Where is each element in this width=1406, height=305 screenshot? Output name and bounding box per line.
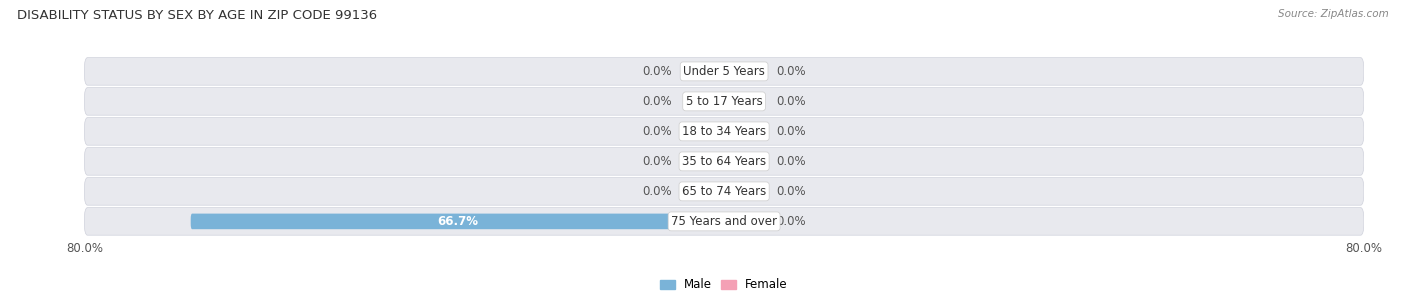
Text: 75 Years and over: 75 Years and over <box>671 215 778 228</box>
Text: 0.0%: 0.0% <box>643 95 672 108</box>
Text: 5 to 17 Years: 5 to 17 Years <box>686 95 762 108</box>
FancyBboxPatch shape <box>685 124 724 139</box>
Text: 0.0%: 0.0% <box>643 185 672 198</box>
FancyBboxPatch shape <box>84 88 1364 115</box>
Text: 0.0%: 0.0% <box>776 125 806 138</box>
FancyBboxPatch shape <box>724 124 763 139</box>
Text: DISABILITY STATUS BY SEX BY AGE IN ZIP CODE 99136: DISABILITY STATUS BY SEX BY AGE IN ZIP C… <box>17 9 377 22</box>
FancyBboxPatch shape <box>84 208 1364 235</box>
Text: 66.7%: 66.7% <box>437 215 478 228</box>
Text: 65 to 74 Years: 65 to 74 Years <box>682 185 766 198</box>
Text: 0.0%: 0.0% <box>643 155 672 168</box>
Text: 0.0%: 0.0% <box>776 95 806 108</box>
FancyBboxPatch shape <box>685 94 724 109</box>
FancyBboxPatch shape <box>724 94 763 109</box>
Text: Under 5 Years: Under 5 Years <box>683 65 765 78</box>
FancyBboxPatch shape <box>84 148 1364 175</box>
FancyBboxPatch shape <box>685 184 724 199</box>
FancyBboxPatch shape <box>724 154 763 169</box>
Text: 18 to 34 Years: 18 to 34 Years <box>682 125 766 138</box>
Text: 0.0%: 0.0% <box>643 65 672 78</box>
FancyBboxPatch shape <box>84 178 1364 205</box>
Legend: Male, Female: Male, Female <box>655 274 793 296</box>
Text: Source: ZipAtlas.com: Source: ZipAtlas.com <box>1278 9 1389 19</box>
FancyBboxPatch shape <box>191 214 724 229</box>
Text: 0.0%: 0.0% <box>776 65 806 78</box>
FancyBboxPatch shape <box>724 184 763 199</box>
Text: 0.0%: 0.0% <box>776 215 806 228</box>
FancyBboxPatch shape <box>84 118 1364 145</box>
Text: 0.0%: 0.0% <box>776 185 806 198</box>
Text: 35 to 64 Years: 35 to 64 Years <box>682 155 766 168</box>
Text: 0.0%: 0.0% <box>643 125 672 138</box>
FancyBboxPatch shape <box>685 154 724 169</box>
FancyBboxPatch shape <box>724 214 763 229</box>
FancyBboxPatch shape <box>84 58 1364 85</box>
Text: 0.0%: 0.0% <box>776 155 806 168</box>
FancyBboxPatch shape <box>685 64 724 79</box>
FancyBboxPatch shape <box>724 64 763 79</box>
